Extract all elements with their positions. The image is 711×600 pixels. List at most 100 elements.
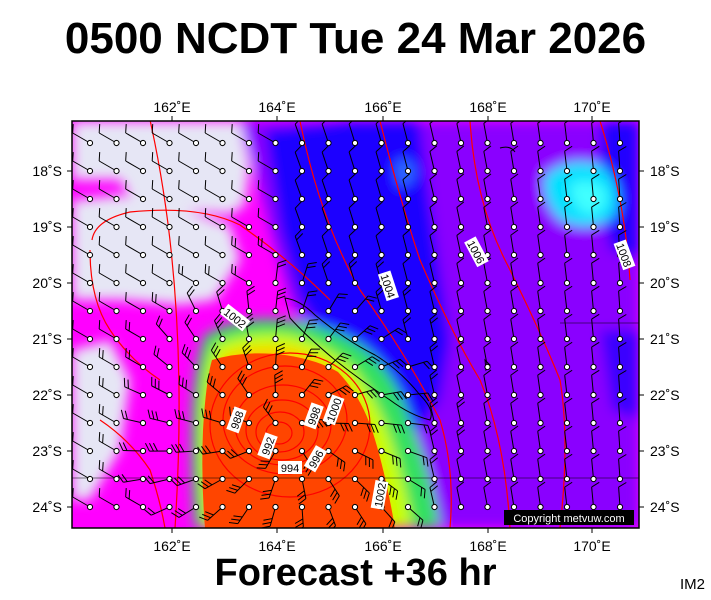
wind-barb (456, 453, 465, 483)
lat-tick-label: 19˚S (32, 219, 62, 235)
wind-barb (510, 481, 519, 511)
wind-barb (325, 322, 350, 343)
wind-barb (616, 174, 627, 203)
lat-tick-label: 20˚S (650, 275, 680, 291)
wind-barb (563, 201, 573, 231)
wind-barb (483, 145, 492, 175)
wind-barb (456, 257, 465, 287)
wind-barb (563, 341, 573, 371)
wind-barb (201, 408, 226, 427)
wind-barb (563, 369, 573, 399)
wind-barb (151, 180, 173, 203)
wind-barb (174, 409, 200, 427)
wind-barb (98, 180, 120, 203)
wind-barb (321, 121, 332, 147)
wind-barb (404, 360, 434, 371)
wind-barb (348, 173, 359, 203)
wind-barb (214, 313, 226, 343)
wind-barb (223, 447, 253, 459)
wind-barb (98, 404, 120, 427)
wind-barb (199, 503, 226, 521)
wind-barb (321, 145, 332, 175)
wind-barb (178, 124, 200, 147)
lon-tick-label: 168˚E (469, 99, 506, 115)
wind-barb (206, 373, 226, 399)
wind-barb (537, 369, 546, 399)
wind-barb (483, 453, 492, 483)
wind-barb (616, 482, 627, 511)
lon-tick-label: 166˚E (364, 99, 401, 115)
wind-barb (456, 285, 465, 315)
wind-barb (590, 425, 600, 455)
wind-barb (298, 290, 318, 315)
wind-barb (242, 341, 253, 371)
wind-barb (144, 503, 173, 516)
wind-barb (402, 313, 412, 343)
isobar-labels: 1006 1004 1002 1008 1000 998 996 994 992… (220, 236, 636, 510)
wind-barb (72, 460, 94, 483)
wind-barb (590, 121, 600, 147)
wind-barb (429, 121, 438, 147)
wind-barb (537, 313, 546, 343)
wind-barb (72, 432, 94, 455)
wind-barb (125, 236, 147, 259)
wind-barb (98, 292, 120, 315)
wind-barb (483, 425, 492, 455)
wind-barb (325, 475, 340, 504)
wind-barb (204, 264, 226, 287)
lon-tick-label: 162˚E (153, 99, 190, 115)
wind-barb (151, 236, 173, 259)
wind-barb (351, 325, 379, 343)
wind-barb (171, 443, 200, 455)
wind-barb (170, 475, 200, 487)
wind-barb (147, 409, 173, 427)
wind-barb (590, 229, 600, 259)
wind-barb (563, 425, 573, 455)
wind-barb (144, 442, 173, 455)
wind-barb (98, 488, 120, 511)
wind-barb (197, 445, 226, 455)
wind-barb (294, 229, 306, 259)
wind-barb (590, 173, 600, 203)
wind-barb (151, 376, 173, 399)
wind-barb (616, 202, 627, 231)
wind-barb (298, 378, 324, 399)
lat-tick-label: 19˚S (650, 219, 680, 235)
wind-barb (616, 121, 627, 147)
wind-barb (404, 447, 429, 467)
wind-barb (325, 352, 352, 371)
wind-barb (590, 453, 600, 483)
wind-barb (563, 481, 573, 511)
lon-tick-label: 164˚E (258, 538, 295, 554)
wind-barb (537, 121, 546, 147)
wind-barb (125, 292, 147, 315)
wind-barb (186, 285, 200, 315)
wind-barb (184, 314, 200, 343)
wind-barb (72, 376, 94, 399)
wind-barb (404, 503, 424, 528)
wind-speed-field: 1006 1004 1002 1008 1000 998 996 994 992… (72, 121, 639, 528)
wind-barb (456, 145, 465, 175)
wind-barb (231, 124, 253, 147)
lon-tick-label: 162˚E (153, 538, 190, 554)
wind-barb (325, 385, 354, 399)
wind-barb (616, 398, 627, 427)
wind-barb (510, 145, 519, 175)
wind-barb (563, 145, 573, 175)
wind-barb (563, 313, 573, 343)
wind-barb (563, 121, 573, 147)
wind-barb (483, 397, 492, 427)
wind-barb (404, 475, 426, 499)
wind-barb (125, 152, 147, 175)
wind-barb (294, 201, 306, 231)
wind-barb (537, 229, 546, 259)
wind-barb (378, 447, 402, 468)
wind-barb (510, 285, 519, 315)
wind-barb (590, 313, 600, 343)
wind-barb (429, 257, 438, 287)
wind-barb (228, 503, 253, 525)
lon-labels-top: 162˚E 164˚E 166˚E 168˚E 170˚E (153, 99, 610, 115)
wind-barb (204, 208, 226, 231)
wind-barb (298, 261, 317, 287)
wind-barb (231, 180, 253, 203)
